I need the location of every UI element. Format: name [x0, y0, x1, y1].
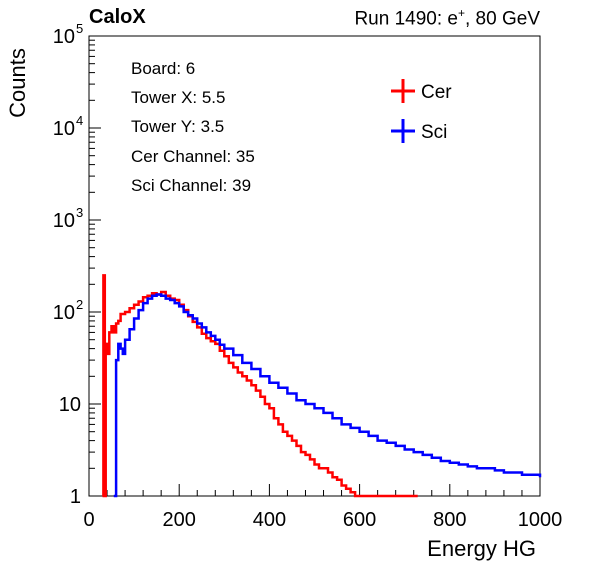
x-tick-label: 0 [83, 509, 94, 531]
x-tick-label: 600 [343, 509, 376, 531]
y-tick-exponent: 5 [76, 21, 83, 36]
x-axis-label: Energy HG [427, 536, 536, 561]
sci-channel-label: Sci Channel: 39 [131, 175, 252, 195]
channel-info-box: Board: 6 Tower X: 5.5 Tower Y: 3.5 Cer C… [131, 54, 255, 200]
legend-label-cer: Cer [421, 82, 452, 103]
y-tick-label: 10 [53, 302, 75, 324]
legend-label-sci: Sci [421, 122, 447, 143]
run-info-sup: + [457, 6, 465, 20]
tower-x-label: Tower X: 5.5 [131, 88, 226, 108]
series-cer-histogram [102, 274, 418, 498]
y-tick-label: 10 [53, 26, 75, 48]
run-info-suffix: , 80 GeV [465, 8, 540, 30]
x-tick-label: 800 [433, 509, 466, 531]
y-axis-label: Counts [5, 48, 30, 118]
y-tick-exponent: 2 [76, 297, 83, 312]
y-tick-label: 10 [53, 118, 75, 140]
plot-frame [88, 35, 541, 497]
y-tick-exponent: 4 [76, 113, 83, 128]
series-sci-histogram [113, 293, 542, 498]
board-label: Board: 6 [131, 59, 196, 78]
legend: Cer Sci [391, 79, 452, 143]
tower-y-label: Tower Y: 3.5 [131, 117, 225, 137]
x-tick-label: 400 [253, 509, 286, 531]
x-tick-label: 1000 [518, 509, 563, 531]
run-info-prefix: Run 1490: e [354, 8, 458, 30]
y-tick-label: 10 [53, 210, 75, 232]
y-tick-exponent: 3 [76, 205, 83, 220]
y-tick-label: 10 [59, 394, 81, 416]
x-tick-label: 200 [163, 509, 196, 531]
cer-channel-label: Cer Channel: 35 [131, 146, 255, 166]
experiment-label: CaloX [89, 6, 146, 28]
series-layer [102, 274, 542, 498]
y-tick-label: 1 [70, 486, 81, 508]
run-info-label: Run 1490: e+, 80 GeV [354, 6, 540, 30]
